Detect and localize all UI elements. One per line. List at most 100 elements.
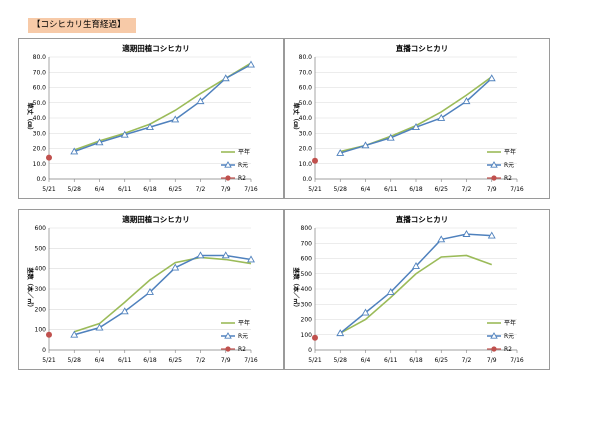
y-tick-label: 40.0 <box>299 115 313 122</box>
x-tick-label: 5/28 <box>334 186 348 193</box>
legend-label-r-gen: R元 <box>238 162 248 169</box>
y-tick-label: 30.0 <box>299 130 313 137</box>
y-axis-label: 茎数（本／㎡） <box>292 267 300 310</box>
chart-title: 適期田植コシヒカリ <box>122 43 190 53</box>
x-tick-label: 7/9 <box>221 357 231 364</box>
x-tick-label: 5/28 <box>68 357 82 364</box>
x-tick-label: 6/11 <box>384 357 398 364</box>
r-gen-marker <box>146 123 154 131</box>
x-tick-label: 7/16 <box>510 186 524 193</box>
series-line-heinen <box>73 62 252 151</box>
x-tick-label: 7/9 <box>221 186 231 193</box>
legend-marker-r-gen <box>490 161 498 168</box>
r2-point <box>46 331 52 338</box>
x-tick-label: 5/21 <box>308 357 322 364</box>
r-gen-marker <box>462 97 471 105</box>
legend-label-r2: R2 <box>504 346 512 353</box>
series-line-heinen <box>74 256 252 333</box>
x-tick-label: 6/11 <box>118 357 132 364</box>
r2-point <box>312 157 318 164</box>
r-gen-marker <box>70 330 79 338</box>
r-gen-marker <box>196 97 205 105</box>
chart-title: 直播コシヒカリ <box>396 214 449 224</box>
y-axis-label: 茎数（本／㎡） <box>26 267 34 310</box>
y-tick-label: 300 <box>301 301 313 308</box>
x-tick-label: 5/21 <box>308 186 322 193</box>
r-gen-marker <box>336 329 345 337</box>
chart-panel-height-direct: 直播コシヒカリ 0.0 10.0 20.0 30.0 40.0 50.0 60.0 70.0 80… <box>284 38 550 199</box>
x-tick-label: 7/9 <box>487 186 497 193</box>
x-tick-label: 6/18 <box>409 357 423 364</box>
r-gen-marker <box>70 147 79 155</box>
x-tick-label: 7/2 <box>462 186 472 193</box>
r-gen-marker <box>196 251 205 259</box>
x-tick-label: 6/25 <box>435 357 449 364</box>
r-gen-marker <box>386 287 395 295</box>
series-line-r-gen <box>340 77 493 154</box>
y-axis-label: 草丈（㎝） <box>26 103 34 134</box>
y-tick-label: 100 <box>301 332 313 339</box>
legend-marker-r-gen <box>490 332 498 339</box>
legend-marker-r-gen <box>224 161 232 168</box>
y-tick-label: 30.0 <box>33 130 47 137</box>
legend-label-r-gen: R元 <box>504 333 514 340</box>
y-tick-label: 20.0 <box>299 146 313 153</box>
x-tick-label: 6/25 <box>169 357 183 364</box>
r-gen-marker <box>437 113 446 121</box>
chart-svg: 適期田植コシヒカリ 0 100 200 300 400 500 600 5/21 5/28 6/4 6… <box>26 214 258 364</box>
x-tick-label: 7/2 <box>196 357 206 364</box>
x-tick-label: 6/11 <box>118 186 132 193</box>
r-gen-marker <box>146 287 154 295</box>
x-tick-label: 6/18 <box>409 186 423 193</box>
r-gen-marker <box>412 123 420 131</box>
series-line-r-gen <box>73 63 252 153</box>
x-tick-label: 7/16 <box>244 357 258 364</box>
legend-label-r2: R2 <box>504 175 512 182</box>
page-header: 【コシヒカリ生育経過】 <box>28 18 136 33</box>
x-tick-label: 7/2 <box>462 357 472 364</box>
x-tick-label: 6/4 <box>361 357 371 364</box>
r-gen-marker <box>95 138 104 146</box>
y-tick-label: 600 <box>35 225 47 232</box>
chart-panel-height-transplant: 適期田植コシヒカリ 0.0 10.0 20.0 30.0 40.0 50.0 60.0 70.0… <box>18 38 284 199</box>
chart-title: 直播コシヒカリ <box>396 43 449 53</box>
series-line-r-gen <box>339 233 492 334</box>
legend-label-heinen: 平年 <box>504 319 516 327</box>
y-tick-label: 800 <box>301 225 313 232</box>
x-tick-label: 7/16 <box>510 357 524 364</box>
series-line-heinen <box>340 76 493 153</box>
r-gen-marker <box>171 263 180 271</box>
y-tick-label: 0.0 <box>302 176 312 183</box>
y-tick-label: 200 <box>35 306 47 313</box>
x-tick-label: 6/4 <box>95 186 105 193</box>
chart-svg: 直播コシヒカリ 0.0 10.0 20.0 30.0 40.0 50.0 60.0 70.0 80… <box>292 43 524 193</box>
x-tick-label: 6/25 <box>435 186 449 193</box>
r2-point <box>46 154 52 161</box>
y-tick-label: 0.0 <box>36 176 46 183</box>
legend-label-heinen: 平年 <box>238 148 250 156</box>
chart-svg: 直播コシヒカリ 0 100 200 300 400 500 600 700 800 5/21 5/28… <box>292 214 524 364</box>
x-tick-label: 5/21 <box>42 186 56 193</box>
legend-label-r-gen: R元 <box>504 162 514 169</box>
x-tick-label: 6/18 <box>143 186 157 193</box>
y-tick-label: 400 <box>301 286 313 293</box>
legend-label-heinen: 平年 <box>238 319 250 327</box>
x-tick-label: 7/16 <box>244 186 258 193</box>
r-gen-marker <box>120 307 129 315</box>
legend-marker-r2 <box>491 346 497 352</box>
r-gen-marker <box>437 235 446 243</box>
y-tick-label: 300 <box>35 286 47 293</box>
chart-svg: 適期田植コシヒカリ 0.0 10.0 20.0 30.0 40.0 50.0 60.0 70.0… <box>26 43 258 193</box>
y-tick-label: 80.0 <box>33 54 47 61</box>
y-tick-label: 40.0 <box>33 115 47 122</box>
x-tick-label: 6/4 <box>95 357 105 364</box>
r-gen-marker <box>487 231 496 239</box>
x-tick-label: 6/18 <box>143 357 157 364</box>
legend-marker-r2 <box>491 175 497 181</box>
y-tick-label: 50.0 <box>299 100 313 107</box>
y-tick-label: 500 <box>35 245 47 252</box>
r-gen-marker <box>487 74 496 82</box>
legend-label-heinen: 平年 <box>504 148 516 156</box>
y-tick-label: 60.0 <box>33 85 47 92</box>
y-tick-label: 50.0 <box>33 100 47 107</box>
